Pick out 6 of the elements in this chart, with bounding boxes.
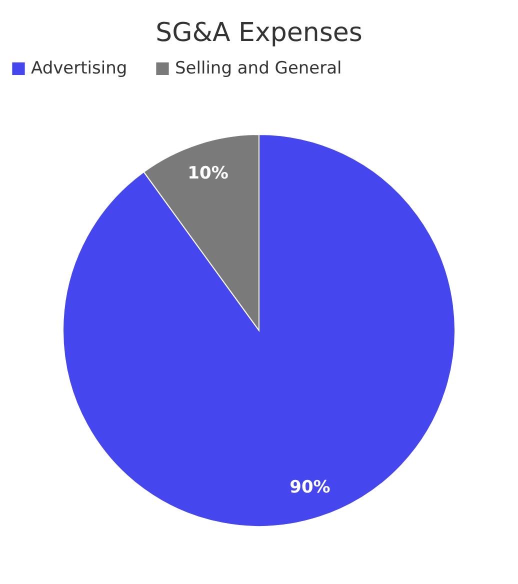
legend-label: Advertising <box>31 58 128 79</box>
pie-slice <box>62 134 456 527</box>
data-label: 90% <box>290 477 330 498</box>
data-label: 10% <box>188 164 228 184</box>
legend-label: Selling and General <box>175 58 342 79</box>
chart-title: SG&A Expenses <box>156 18 362 48</box>
